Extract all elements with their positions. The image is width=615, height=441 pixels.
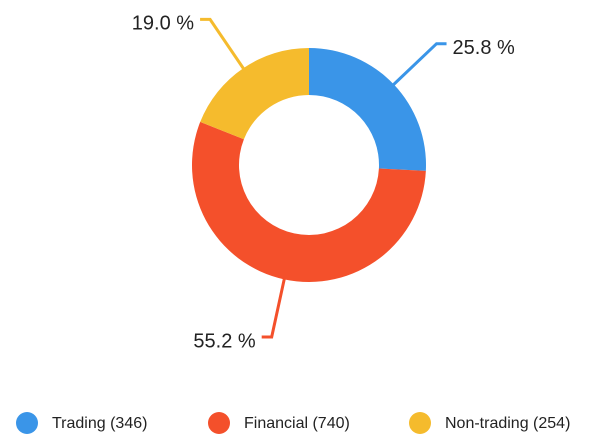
legend-label: Trading (346) xyxy=(52,415,147,432)
leader-line xyxy=(261,277,287,339)
legend-marker xyxy=(208,412,230,434)
legend-label: Financial (740) xyxy=(244,415,350,432)
leader-line xyxy=(200,17,246,71)
donut-slice xyxy=(309,48,427,171)
legend-marker xyxy=(16,412,38,434)
legend-marker xyxy=(409,412,431,434)
legend-label: Non-trading (254) xyxy=(445,415,570,432)
leader-line xyxy=(391,42,447,87)
donut-slice xyxy=(192,121,426,282)
data-label: 25.8 % xyxy=(453,37,515,59)
donut-slice xyxy=(200,48,309,140)
data-label: 55.2 % xyxy=(193,330,255,352)
data-label: 19.0 % xyxy=(132,13,194,35)
